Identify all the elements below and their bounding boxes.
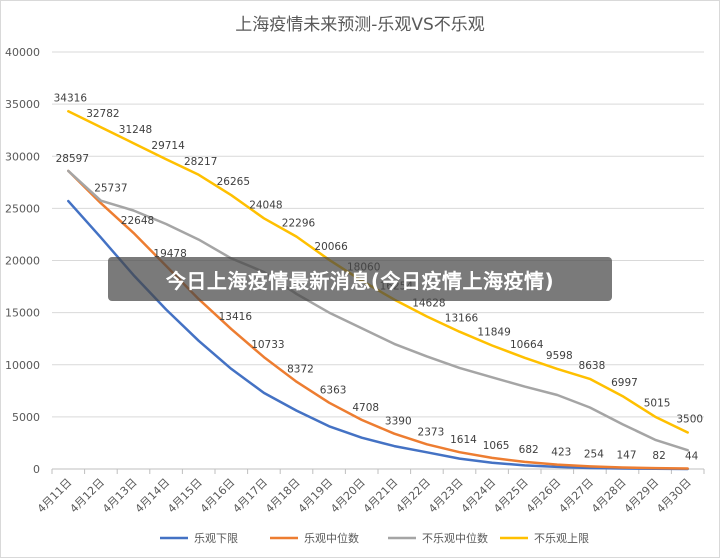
x-tick-label: 4月23日 (426, 476, 466, 516)
data-label: 31248 (119, 124, 152, 136)
data-label: 22648 (121, 215, 154, 227)
series-line (67, 169, 689, 470)
x-tick-label: 4月29日 (622, 476, 662, 516)
x-tick-label: 4月17日 (230, 476, 270, 516)
x-tick-label: 4月26日 (524, 476, 564, 516)
data-label: 3390 (385, 416, 412, 428)
legend-label: 乐观下限 (194, 532, 238, 545)
data-label: 9598 (546, 350, 573, 362)
x-tick-label: 4月13日 (100, 476, 140, 516)
data-label: 24048 (249, 199, 282, 211)
y-tick-label: 15000 (5, 307, 40, 320)
data-label: 6997 (611, 377, 638, 389)
x-tick-label: 4月12日 (67, 476, 107, 516)
data-label: 19478 (153, 248, 186, 260)
series-line (67, 199, 689, 471)
x-tick-label: 4月27日 (556, 476, 596, 516)
data-label: 26265 (217, 176, 250, 188)
x-tick-label: 4月16日 (198, 476, 238, 516)
data-label: 8372 (287, 364, 314, 376)
data-label: 22296 (282, 218, 316, 230)
y-tick-label: 5000 (12, 411, 40, 424)
data-label: 34316 (54, 92, 88, 104)
y-tick-label: 30000 (5, 150, 40, 163)
y-tick-label: 40000 (5, 46, 40, 59)
legend-label: 乐观中位数 (304, 531, 359, 545)
x-tick-label: 4月21日 (361, 476, 401, 516)
x-tick-label: 4月28日 (589, 476, 629, 516)
data-label: 423 (551, 447, 571, 459)
data-label: 11849 (477, 326, 510, 338)
y-tick-label: 20000 (5, 255, 40, 268)
x-tick-label: 4月24日 (459, 476, 499, 516)
y-tick-label: 35000 (5, 98, 40, 111)
y-tick-label: 25000 (5, 202, 40, 215)
x-tick-label: 4月25日 (491, 476, 531, 516)
data-label: 32782 (86, 108, 119, 120)
data-label: 1065 (483, 440, 510, 452)
data-label: 4708 (352, 402, 379, 414)
data-label: 10733 (251, 339, 284, 351)
data-label: 5015 (644, 398, 671, 410)
watermark-text: 今日上海疫情最新消息(今日疫情上海疫情) (165, 268, 555, 293)
data-label: 8638 (579, 360, 606, 372)
data-label: 28597 (56, 153, 89, 165)
data-label: 10664 (510, 339, 544, 351)
x-tick-label: 4月20日 (328, 476, 368, 516)
data-label: 82 (652, 450, 665, 462)
legend-label: 不乐观上限 (534, 532, 589, 545)
data-label: 28217 (184, 156, 217, 168)
x-tick-label: 4月30日 (654, 476, 694, 516)
watermark-banner: 今日上海疫情最新消息(今日疫情上海疫情) (108, 257, 612, 301)
data-label: 682 (519, 444, 539, 456)
x-tick-label: 4月11日 (35, 476, 75, 516)
y-tick-label: 0 (33, 463, 40, 476)
legend-label: 不乐观中位数 (422, 531, 488, 545)
data-label: 147 (616, 449, 636, 461)
data-label: 29714 (151, 140, 185, 152)
data-label: 13416 (219, 311, 253, 323)
x-tick-label: 4月15日 (165, 476, 205, 516)
data-label: 3500 (676, 414, 703, 426)
data-label: 254 (584, 448, 604, 460)
data-label: 1614 (450, 434, 477, 446)
data-label: 13166 (445, 313, 479, 325)
data-label: 25737 (94, 183, 127, 195)
chart-title: 上海疫情未来预测-乐观VS不乐观 (235, 15, 485, 35)
x-tick-label: 4月19日 (296, 476, 336, 516)
x-tick-label: 4月18日 (263, 476, 303, 516)
data-label: 6363 (320, 385, 347, 397)
series-line (67, 169, 689, 452)
data-label: 44 (685, 451, 699, 463)
data-label: 2373 (418, 426, 445, 438)
x-tick-label: 4月14日 (133, 476, 173, 516)
x-tick-label: 4月22日 (393, 476, 433, 516)
data-label: 20066 (314, 241, 348, 253)
y-tick-label: 10000 (5, 359, 40, 372)
